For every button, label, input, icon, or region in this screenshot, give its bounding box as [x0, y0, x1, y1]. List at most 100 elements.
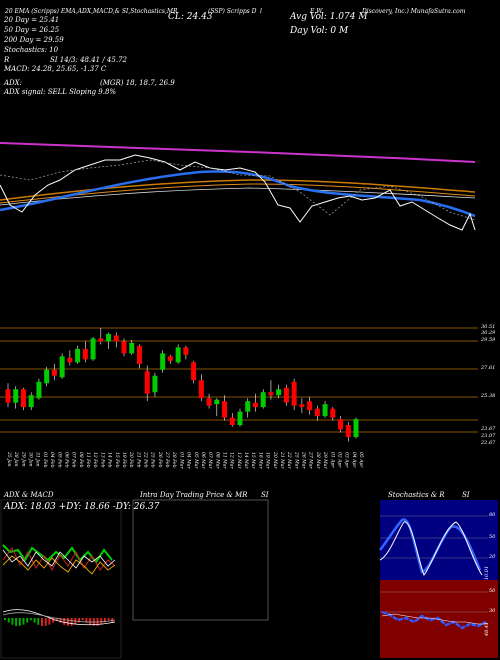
candle-body [51, 369, 57, 376]
date-label: 20 Feb [128, 451, 134, 468]
date-label: 12 Feb [92, 452, 98, 468]
price-axis-label: 23.07 [481, 433, 496, 439]
date-label: 04 Apr [351, 452, 357, 468]
date-label: 25 Mar [293, 451, 299, 469]
macd-bar [55, 618, 58, 621]
candle-body [276, 389, 282, 396]
adx-panel-values: ADX: 18.03 +DY: 18.66 -DY: 26.37 [4, 502, 160, 512]
adx-signal-label: ADX signal: SELL Sloping 9.8% [4, 88, 117, 96]
stoch-white-line [379, 521, 483, 576]
day-volume: Day Vol: 0 M [290, 26, 349, 36]
candle-body [222, 401, 228, 418]
candle-body [144, 371, 150, 394]
date-label: 05 Apr [358, 452, 364, 468]
macd-bar [37, 618, 40, 625]
candle-body [44, 369, 50, 384]
date-labels-group: 25 Jan 28 Jan 29 Jan 30 Jan 31 Jan 01 Feb 04 F… [6, 451, 364, 469]
candle-body [229, 417, 235, 426]
ema200-label: 200 Day = 29.59 [4, 36, 64, 44]
macd-bar [107, 618, 110, 621]
candle-body [20, 389, 26, 408]
candle-body [198, 380, 204, 399]
candle-body [183, 347, 189, 355]
candle-body [67, 357, 73, 363]
candle-body [160, 353, 166, 370]
date-label: 14 Mar [243, 452, 249, 469]
intra-panel-si: SI [261, 491, 269, 499]
candle-body [121, 341, 127, 354]
macd-bar [78, 618, 80, 623]
candle-body [330, 408, 336, 418]
intra-panel [132, 499, 269, 621]
macd-bar [81, 618, 84, 621]
adx-lines [2, 544, 116, 575]
price-axis-label: 25.38 [481, 393, 496, 399]
macd-bar [33, 618, 36, 623]
price-dots [0, 159, 476, 221]
date-label: 04 Mar [186, 452, 192, 469]
date-label: 26 Mar [301, 451, 307, 469]
si-level-label: 50 [489, 588, 496, 594]
candle-body [245, 401, 251, 412]
macd-bar [52, 618, 55, 623]
candle-body [90, 338, 96, 360]
si-levels [380, 591, 488, 613]
macd-lines [2, 609, 116, 626]
date-label: 08 Mar [214, 452, 220, 469]
ema20-label: 20 Day = 25.41 [4, 16, 60, 24]
stoch-level-label: 20 [489, 554, 496, 560]
ema-orange-line-1 [0, 179, 476, 201]
candle-body [322, 404, 328, 417]
date-label: 28 Mar [315, 451, 321, 469]
date-label: 01 Apr [329, 452, 335, 468]
candle-body [28, 395, 34, 408]
candle-body [106, 333, 112, 342]
macd-bar [103, 618, 106, 623]
candle-body [5, 389, 11, 403]
price-axis-label: 27.61 [481, 365, 496, 371]
candle-body [260, 392, 266, 408]
candle-body [175, 347, 181, 363]
date-label: 21 Mar [279, 451, 285, 469]
adx-label: ADX: [4, 79, 23, 87]
stoch-panel-title: Stochastics & R [388, 491, 445, 499]
candles-group [5, 327, 359, 442]
ema50-line [0, 170, 476, 218]
date-label: 01 Mar [178, 452, 184, 469]
candle-body [129, 342, 135, 354]
date-label: 12 Mar [229, 452, 235, 469]
date-label: 04 Feb [49, 452, 55, 468]
si-label: SI 14/3: 48.41 / 45.72 [50, 56, 127, 64]
ema50-label: 50 Day = 26.25 [4, 26, 60, 34]
stoch-level-label: 50 [489, 534, 496, 540]
candle-body [13, 389, 19, 403]
date-label: 22 Mar [286, 451, 292, 469]
date-label: 02 Apr [336, 452, 342, 468]
date-label: 06 Mar [200, 452, 206, 469]
macd-bar [48, 618, 51, 625]
stoch-blue-line [379, 518, 482, 574]
macd-bar [59, 618, 62, 623]
date-label: 15 Mar [250, 452, 256, 469]
price-axis-label: 30.29 [481, 330, 496, 336]
macd-bar [7, 618, 10, 623]
macd-bar [4, 618, 6, 620]
date-label: 11 Mar [222, 452, 228, 469]
candle-body [268, 392, 274, 396]
candle-body [191, 362, 197, 381]
price-axis-label: 23.67 [481, 426, 496, 432]
title-pre: l [260, 8, 262, 15]
stoch-panel-si: SI [462, 491, 470, 499]
macd-bar [18, 618, 21, 626]
macd-bar [63, 618, 66, 625]
adx-panel-title: ADX & MACD [4, 491, 54, 499]
candle-body [167, 356, 173, 361]
date-label: 19 Mar [265, 452, 271, 469]
date-label: 29 Mar [322, 451, 328, 469]
macd-bar [100, 618, 103, 625]
mgr-label: (MGR) 18, 18.7, 26.9 [100, 79, 175, 87]
company-name: Discovery, Inc.) MunafaSutra.com [362, 8, 466, 15]
date-label: 30 Jan [28, 452, 34, 467]
candle-body [353, 419, 359, 438]
